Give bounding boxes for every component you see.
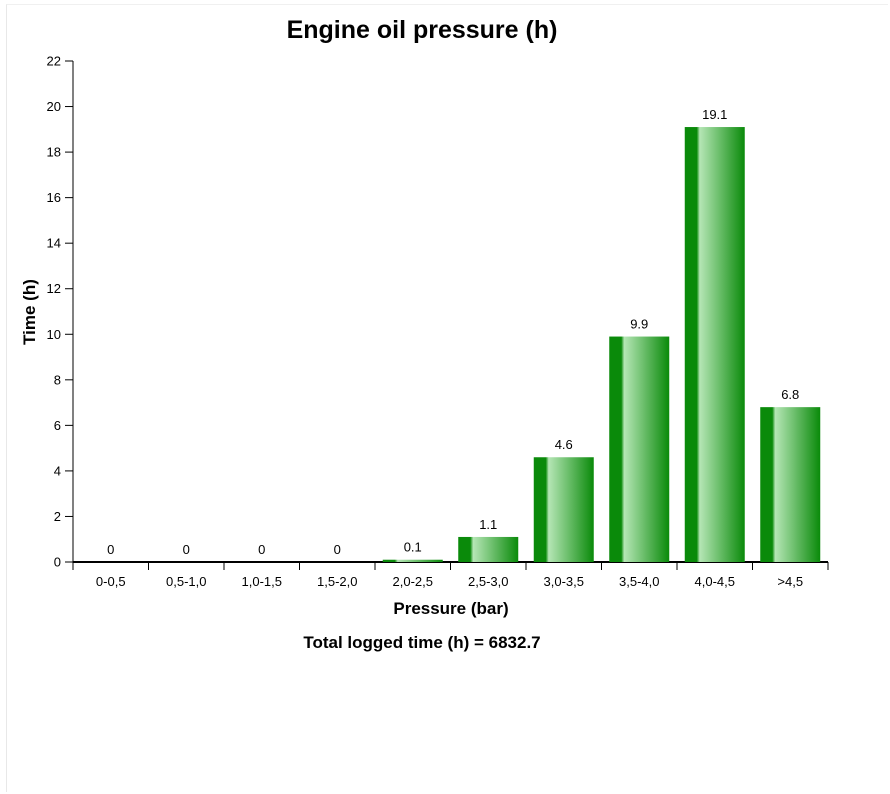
chart-title: Engine oil pressure (h): [287, 16, 558, 44]
bars: [382, 127, 821, 563]
y-tick-label: 8: [54, 372, 61, 387]
y-tick-label: 2: [54, 509, 61, 524]
bar-value-label: 0: [107, 542, 114, 557]
x-tick-label: 2,0-2,5: [393, 574, 433, 589]
y-tick-label: 14: [47, 236, 61, 251]
data-labels: 0 0 0 0 0.1 1.1 4.6 9.9 19.1 6.8: [107, 107, 799, 557]
bar: [382, 559, 443, 562]
chart-panel: [6, 4, 888, 792]
bar-value-label: 19.1: [702, 107, 727, 122]
bar-value-label: 0: [183, 542, 190, 557]
y-tick-label: 12: [47, 281, 61, 296]
x-tick-label: >4,5: [777, 574, 803, 589]
bar-value-label: 9.9: [630, 317, 648, 332]
x-tick-label: 1,5-2,0: [317, 574, 357, 589]
bar-value-label: 6.8: [781, 387, 799, 402]
x-axis-title: Pressure (bar): [393, 599, 508, 618]
x-tick-label: 4,0-4,5: [695, 574, 735, 589]
y-tick-label: 0: [54, 555, 61, 570]
y-axis-title: Time (h): [20, 279, 39, 345]
bar-value-label: 0: [334, 542, 341, 557]
bar: [533, 457, 594, 562]
bar: [458, 536, 519, 562]
bar-value-label: 4.6: [555, 437, 573, 452]
total-logged-time: Total logged time (h) = 6832.7: [303, 633, 540, 652]
bar-value-label: 0: [258, 542, 265, 557]
bar: [684, 127, 745, 563]
y-tick-label: 18: [47, 145, 61, 160]
y-tick-label: 10: [47, 327, 61, 342]
y-tick-label: 16: [47, 190, 61, 205]
bar: [760, 407, 821, 562]
x-tick-label: 0-0,5: [96, 574, 126, 589]
x-tick-label: 3,0-3,5: [544, 574, 584, 589]
bar-value-label: 1.1: [479, 517, 497, 532]
x-tick-label: 1,0-1,5: [242, 574, 282, 589]
x-tick-label: 3,5-4,0: [619, 574, 659, 589]
y-tick-label: 22: [47, 54, 61, 69]
y-tick-label: 6: [54, 418, 61, 433]
x-axis: 0-0,5 0,5-1,0 1,0-1,5 1,5-2,0 2,0-2,5 2,5-3,0…: [72, 561, 829, 589]
x-tick-label: 0,5-1,0: [166, 574, 206, 589]
y-tick-label: 4: [54, 463, 61, 478]
bar-value-label: 0.1: [404, 540, 422, 555]
bar: [609, 336, 670, 562]
y-axis: 0 2 4 6 8 10 12 14 16 18 20 22: [47, 54, 74, 570]
y-tick-label: 20: [47, 99, 61, 114]
x-tick-label: 2,5-3,0: [468, 574, 508, 589]
